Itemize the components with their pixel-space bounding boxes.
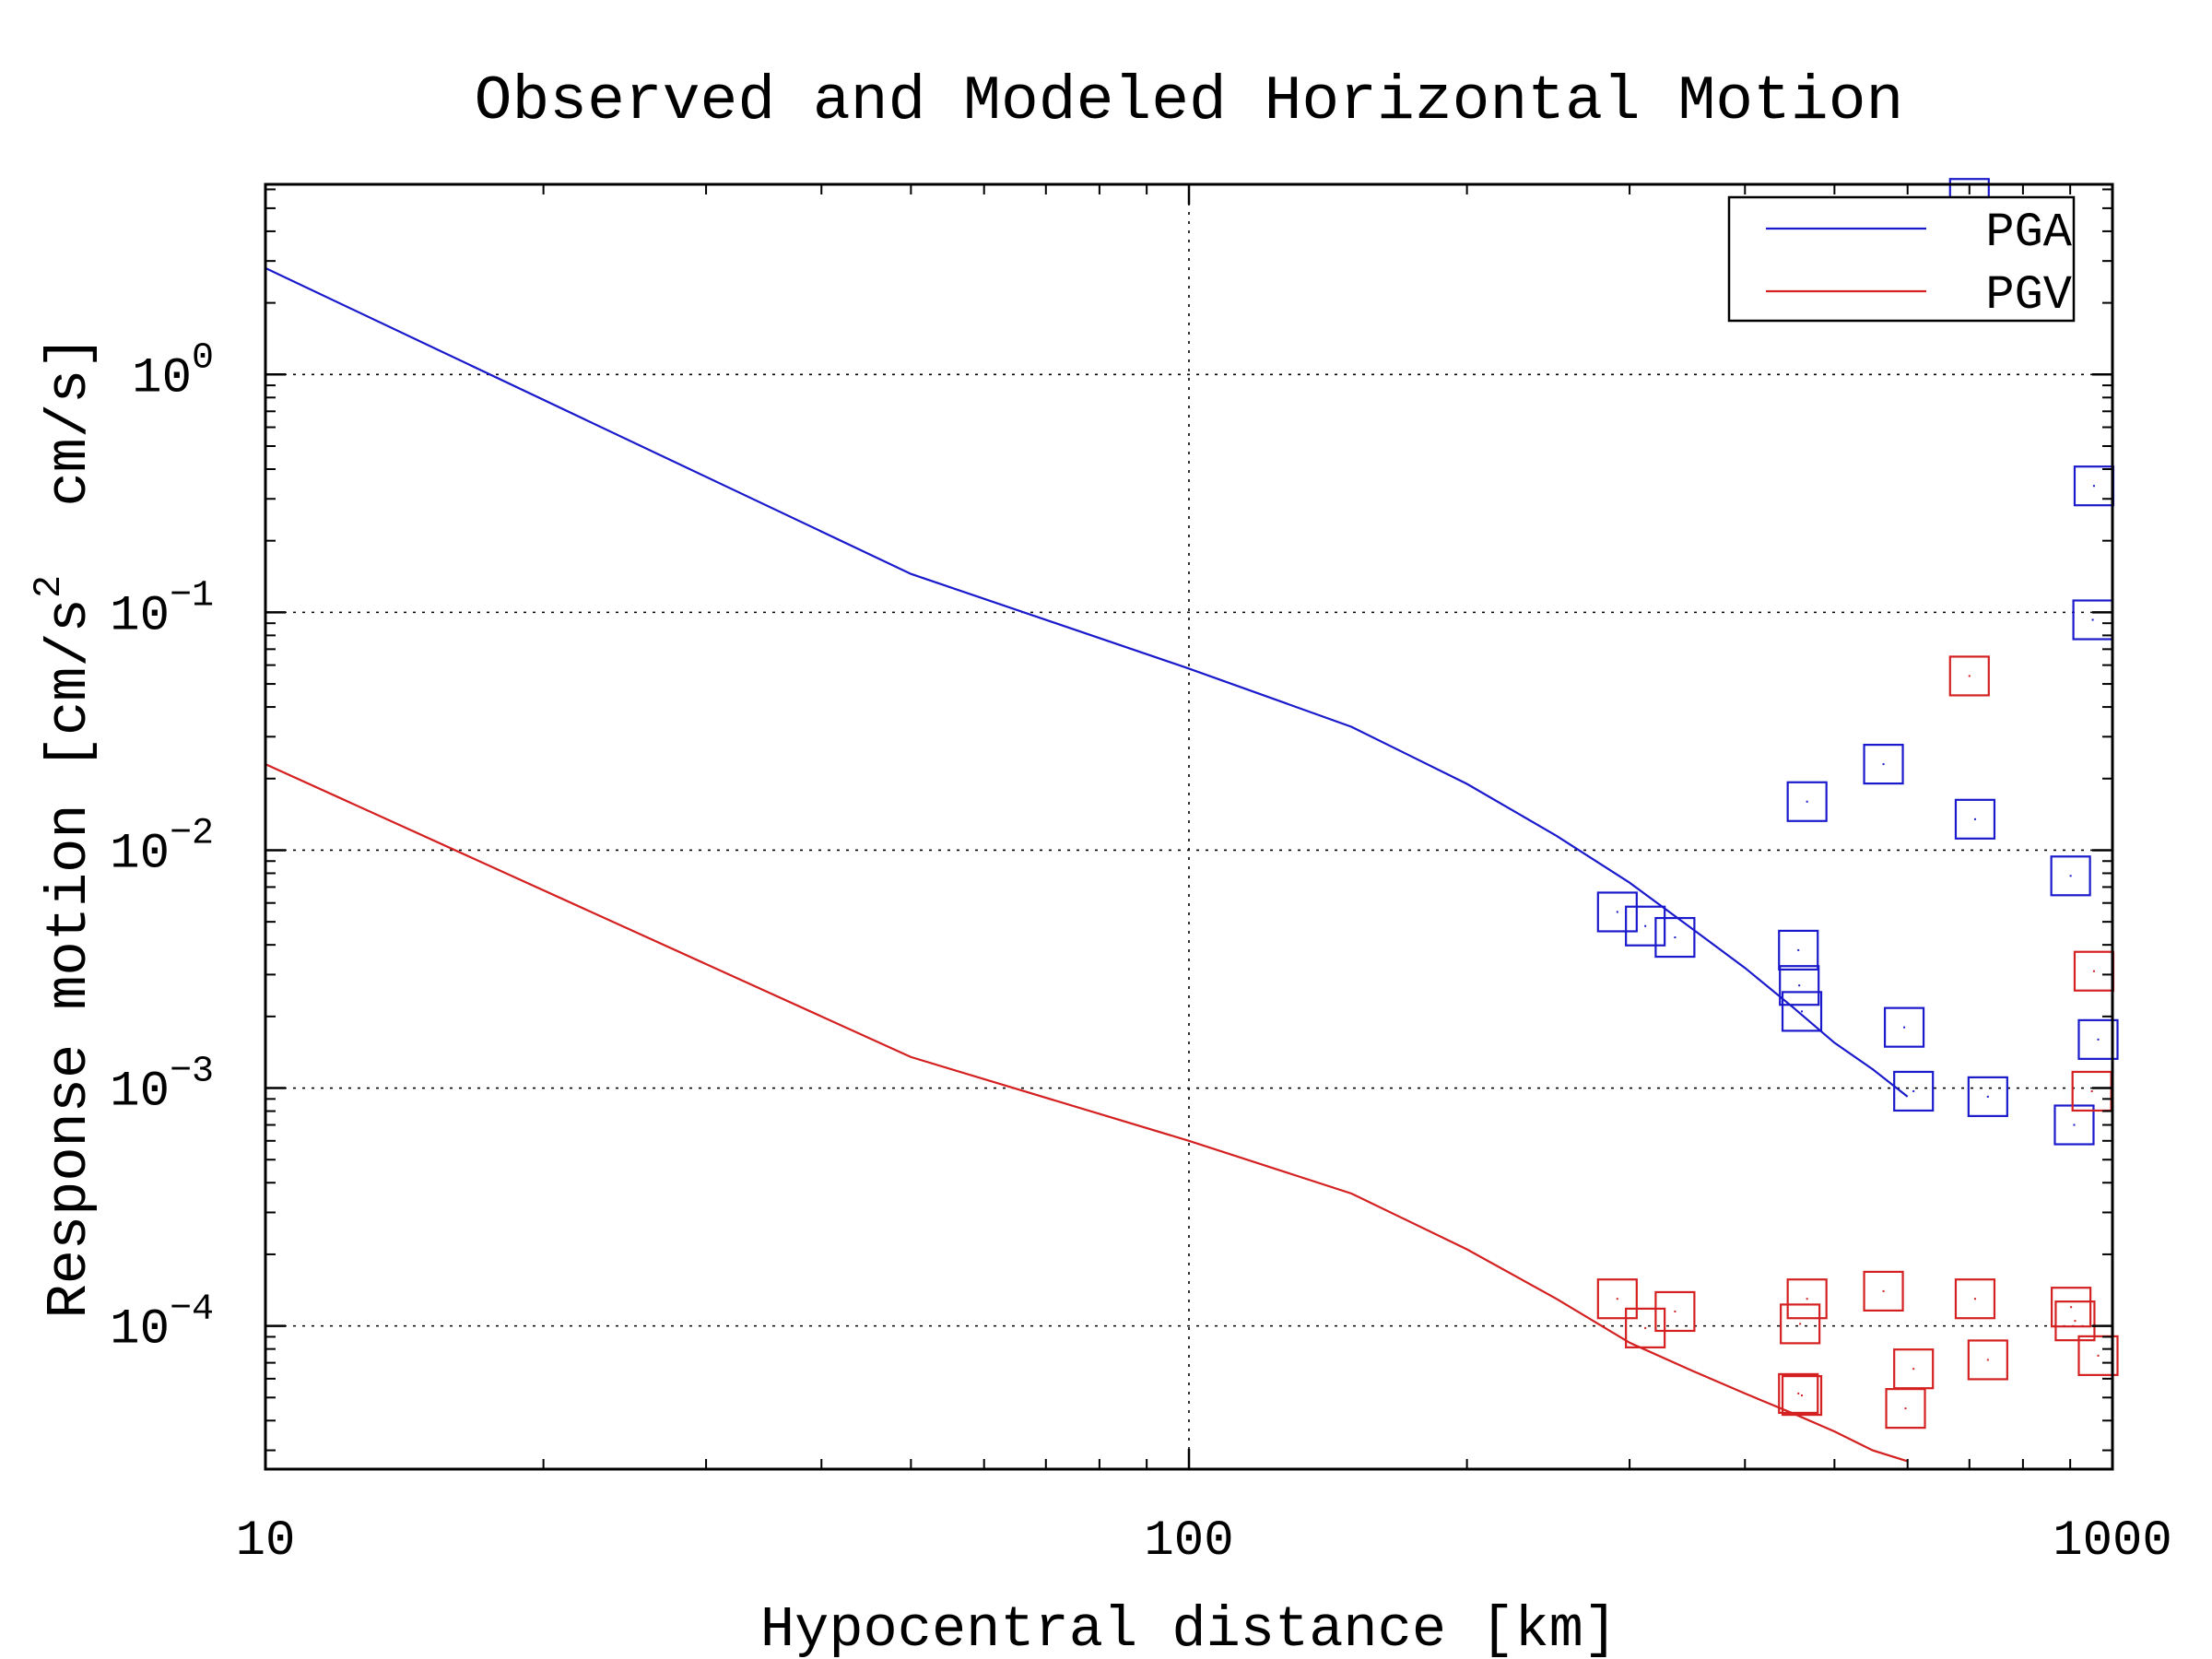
tick-marks <box>265 184 2112 1469</box>
observed-marker-dot-pgv <box>1968 675 1971 677</box>
observed-marker-dot-pgv <box>2074 1320 2077 1323</box>
observed-marker-dot-pgv <box>1806 1298 1808 1300</box>
observed-marker-pga <box>1781 991 1823 1032</box>
observed-marker-dot-pgv <box>1801 1394 1804 1397</box>
observed-marker-pga <box>1863 744 1904 785</box>
observed-marker-pga <box>2053 1104 2095 1146</box>
model-lines <box>265 266 1909 1463</box>
observed-marker-dot-pgv <box>2070 1306 2073 1309</box>
model-line-pgv <box>265 763 1909 1463</box>
observed-marker-dot-pga <box>1986 1095 1989 1098</box>
observed-marker-dot-pgv <box>1797 1392 1800 1394</box>
observed-marker-dot-pgv <box>1912 1368 1915 1371</box>
observed-marker-pgv <box>1967 1339 2008 1381</box>
observed-marker-dot-pga <box>1806 800 1808 803</box>
observed-marker-pgv <box>2077 1335 2119 1376</box>
x-tick-label: 100 <box>1144 1513 1233 1570</box>
y-tick-labels: 100 10−1 10−2 10−3 10−4 <box>110 337 214 1358</box>
observed-marker-pgv <box>1948 655 1990 697</box>
observed-marker-dot-pga <box>1616 911 1618 913</box>
y-axis-label-units-close: cm/s] <box>37 335 102 574</box>
observed-marker-pgv <box>2051 1287 2092 1328</box>
y-tick-label: 100 <box>132 337 214 406</box>
observed-marker-pgv <box>1786 1278 1828 1320</box>
y-axis-label: Response motion [cm/s2 cm/s] <box>27 335 102 1318</box>
x-tick-labels: 10 100 1000 <box>236 1513 2172 1570</box>
observed-marker-dot-pga <box>2091 618 2094 621</box>
observed-marker-dot-pga <box>1798 984 1801 987</box>
chart-title: Observed and Modeled Horizontal Motion <box>475 66 1904 137</box>
observed-marker-pgv <box>1954 1278 1996 1320</box>
observed-marker-pgv <box>1625 1307 1666 1348</box>
y-tick-label: 10−1 <box>110 575 214 644</box>
y-axis-label-units-open: [cm/s <box>37 598 102 770</box>
observed-marker-dot-pgv <box>1616 1298 1618 1300</box>
observed-marker-dot-pgv <box>1644 1326 1647 1329</box>
y-tick-label: 10−3 <box>110 1052 214 1121</box>
observed-marker-dot-pgv <box>1674 1310 1677 1312</box>
y-axis-label-group: Response motion [cm/s2 cm/s] <box>27 335 102 1318</box>
observed-marker-pgv <box>2054 1300 2096 1342</box>
observed-marker-pga <box>1786 781 1828 822</box>
observed-marker-pga <box>1883 1006 1925 1048</box>
legend-box <box>1727 195 2076 323</box>
observed-marker-pga <box>1596 891 1638 933</box>
observed-marker-pgv <box>1596 1278 1638 1320</box>
y-tick-label: 10−4 <box>110 1289 214 1359</box>
y-tick-label: 10−2 <box>110 813 214 882</box>
observed-marker-dot-pga <box>2092 485 2095 488</box>
observed-marker-dot-pga <box>1801 1010 1804 1013</box>
observed-marker-dot-pga <box>1903 1026 1906 1029</box>
x-tick-label: 1000 <box>2053 1513 2172 1570</box>
y-axis-label-units-exponent: 2 <box>27 575 71 598</box>
observed-marker-pga <box>1654 916 1696 959</box>
observed-marker-pga <box>1893 1070 1935 1112</box>
x-tick-label: 10 <box>236 1513 296 1570</box>
legend-label-pga: PGA <box>1985 206 2072 260</box>
observed-marker-dot-pgv <box>2097 1354 2100 1357</box>
legend-label-pgv: PGV <box>1985 268 2072 323</box>
observed-marker-dot-pga <box>2097 1038 2100 1041</box>
observed-markers <box>1596 178 2119 1430</box>
plot-frame <box>264 182 2114 1471</box>
observed-marker-dot-pga <box>2069 875 2072 877</box>
observed-marker-pgv <box>1885 1388 1926 1430</box>
observed-marker-dot-pga <box>1644 924 1647 927</box>
observed-marker-pga <box>2077 1018 2119 1060</box>
observed-marker-pga <box>1625 905 1666 947</box>
observed-marker-dot-pgv <box>1882 1289 1885 1292</box>
legend: PGA PGV <box>1727 195 2076 323</box>
observed-marker-pga <box>1967 1076 2008 1117</box>
observed-marker-pga <box>1954 798 1996 840</box>
observed-marker-dot-pgv <box>1986 1359 1989 1361</box>
observed-marker-dot-pga <box>1912 1089 1915 1092</box>
observed-marker-dot-pga <box>1882 763 1885 766</box>
observed-marker-dot-pga <box>2073 1124 2076 1126</box>
observed-marker-pgv <box>1654 1290 1696 1333</box>
observed-marker-dot-pga <box>1973 818 1976 820</box>
observed-marker-dot-pgv <box>2092 970 2095 972</box>
observed-marker-dot-pgv <box>1973 1298 1976 1300</box>
observed-marker-dot-pga <box>1674 936 1677 939</box>
observed-marker-pga <box>1778 929 1819 971</box>
observed-marker-pgv <box>1778 1372 1819 1415</box>
observed-marker-dot-pgv <box>2090 1089 2093 1092</box>
observed-marker-dot-pgv <box>1799 1323 1802 1325</box>
observed-marker-pga <box>1779 965 1820 1006</box>
observed-marker-pga <box>2050 855 2091 897</box>
y-axis-label-name: Response motion <box>37 804 102 1318</box>
observed-marker-pgv <box>1780 1303 1821 1345</box>
observed-marker-pgv <box>1781 1374 1823 1417</box>
grid <box>265 184 2112 1469</box>
model-line-pga <box>265 266 1909 1098</box>
observed-marker-dot-pgv <box>1904 1407 1907 1410</box>
observed-marker-pgv <box>1863 1270 1904 1312</box>
observed-marker-dot-pga <box>1797 948 1800 951</box>
x-axis-label: Hypocentral distance [km] <box>760 1597 1618 1659</box>
